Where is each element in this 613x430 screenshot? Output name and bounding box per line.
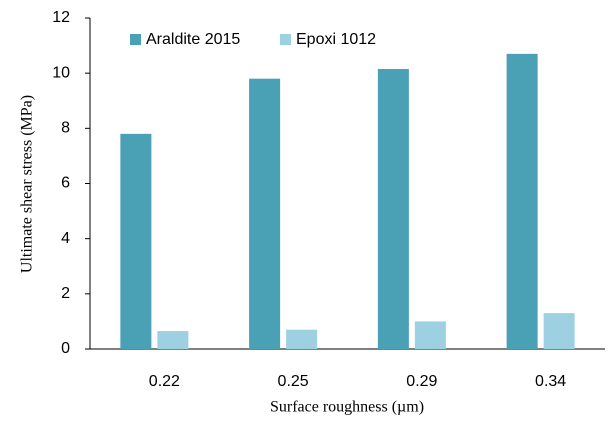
y-tick-label: 6 [61,175,70,192]
bar [543,313,575,349]
y-tick-label: 4 [61,230,70,247]
bar [120,133,152,349]
x-tick-label: 0.29 [406,373,437,390]
x-axis-title: Surface roughness (µm) [270,399,424,416]
bar [157,331,189,349]
legend-swatch [280,34,291,45]
y-axis-title: Ultimate shear stress (MPa) [19,95,36,273]
x-tick-label: 0.34 [535,373,566,390]
bar [249,78,281,349]
legend-label: Araldite 2015 [146,31,240,48]
x-tick-label: 0.25 [278,373,309,390]
legend-swatch [130,34,141,45]
legend-label: Epoxi 1012 [296,31,376,48]
x-tick-label: 0.22 [149,373,180,390]
y-tick-label: 12 [52,9,70,26]
y-tick-label: 0 [61,340,70,357]
bar [414,321,446,349]
bar [286,329,318,349]
bar [377,69,409,349]
bar [506,53,538,349]
y-tick-label: 2 [61,285,70,302]
y-tick-label: 8 [61,120,70,137]
y-tick-label: 10 [52,64,70,81]
